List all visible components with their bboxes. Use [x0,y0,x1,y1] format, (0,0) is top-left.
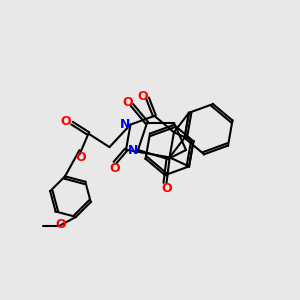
Text: O: O [161,182,172,196]
Text: O: O [76,151,86,164]
Text: N: N [128,143,139,157]
Text: N: N [120,118,130,131]
Text: O: O [138,90,148,103]
Text: O: O [61,115,71,128]
Text: O: O [110,162,120,175]
Text: O: O [122,95,133,109]
Text: O: O [56,218,66,231]
